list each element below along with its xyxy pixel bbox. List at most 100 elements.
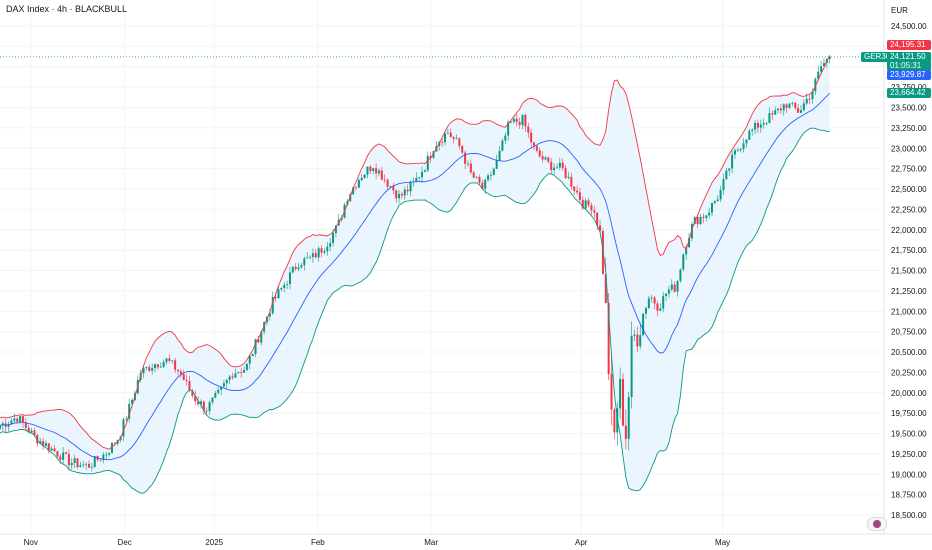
candle-up <box>498 150 501 161</box>
candle-down <box>515 118 518 123</box>
candle-up <box>475 176 478 178</box>
basis-price-badge: 23,929.87 <box>887 70 931 80</box>
price-tick-label: 19,000.00 <box>891 470 927 479</box>
candle-up <box>713 201 716 203</box>
tradingview-logo-icon[interactable] <box>867 517 887 531</box>
candle-down <box>240 372 243 373</box>
candle-down <box>481 182 484 189</box>
candle-down <box>550 161 553 171</box>
candle-down <box>386 179 389 187</box>
candle-down <box>561 162 564 169</box>
candle-up <box>782 104 785 111</box>
candle-up <box>162 362 165 367</box>
candle-up <box>332 233 335 243</box>
price-tick-label: 20,500.00 <box>891 348 927 357</box>
candle-up <box>676 280 679 292</box>
price-tick-label: 21,000.00 <box>891 307 927 316</box>
candle-up <box>774 110 777 115</box>
candle-up <box>455 138 458 140</box>
candle-down <box>696 217 699 225</box>
countdown-badge: 01:05:31 <box>887 61 931 71</box>
candle-up <box>357 180 360 188</box>
candle-up <box>710 202 714 213</box>
candle-down <box>532 142 536 146</box>
candle-up <box>7 424 10 427</box>
candle-down <box>380 170 383 180</box>
candle-up <box>128 403 131 419</box>
candle-up <box>409 182 412 192</box>
candle-up <box>805 98 808 104</box>
candle-down <box>530 132 533 143</box>
candle-up <box>736 150 739 151</box>
candle-up <box>145 367 148 368</box>
candle-down <box>99 459 102 461</box>
candle-up <box>389 186 392 187</box>
candle-up <box>283 284 286 288</box>
candle-up <box>403 189 406 196</box>
candle-down <box>461 145 464 153</box>
last-price-badge: 24,121.50 <box>887 52 931 62</box>
candle-up <box>665 293 668 296</box>
currency-label[interactable]: EUR <box>891 6 908 15</box>
candle-up <box>286 283 289 285</box>
candle-up <box>268 313 271 317</box>
candle-up <box>363 174 366 178</box>
candle-up <box>79 465 82 468</box>
candle-up <box>277 289 280 299</box>
candle-down <box>27 427 30 433</box>
price-tick-label: 22,250.00 <box>891 205 927 214</box>
candle-down <box>36 435 39 444</box>
candle-up <box>108 452 111 455</box>
candle-down <box>400 193 403 196</box>
candle-up <box>372 168 375 171</box>
candle-down <box>613 409 616 433</box>
candle-up <box>377 170 380 174</box>
candle-up <box>421 171 424 178</box>
candle-up <box>688 238 691 248</box>
candle-down <box>607 303 610 375</box>
candle-up <box>10 420 13 425</box>
candle-down <box>593 210 596 213</box>
time-axis[interactable]: Nov Dec 2025 Feb Mar Apr May <box>24 538 731 547</box>
candle-up <box>817 71 820 79</box>
price-tick-label: 19,750.00 <box>891 409 927 418</box>
candle-down <box>320 248 323 253</box>
candle-up <box>630 335 633 398</box>
candle-up <box>423 170 426 172</box>
candle-up <box>777 108 780 111</box>
chart-title[interactable]: DAX Index · 4h · BLACKBULL <box>6 4 128 14</box>
candle-down <box>176 369 180 372</box>
candle-up <box>217 389 220 393</box>
candle-up <box>722 179 725 190</box>
candle-up <box>512 118 515 122</box>
candle-down <box>67 454 70 466</box>
candle-down <box>808 98 811 100</box>
candle-up <box>728 168 731 171</box>
candle-down <box>596 212 599 226</box>
candle-down <box>779 108 782 111</box>
candle-up <box>567 176 570 178</box>
candle-down <box>576 190 579 193</box>
candle-up <box>243 369 246 373</box>
candle-up <box>102 454 105 461</box>
candle-down <box>452 136 455 139</box>
candle-up <box>504 135 507 141</box>
candle-up <box>334 225 337 234</box>
candle-down <box>636 334 639 347</box>
candle-up <box>748 130 751 140</box>
candle-up <box>317 248 320 258</box>
candle-down <box>702 216 705 218</box>
candle-up <box>300 265 303 268</box>
candle-up <box>131 400 134 404</box>
candle-down <box>294 266 297 270</box>
candle-up <box>788 103 791 108</box>
candle-up <box>159 366 162 368</box>
candle-up <box>352 187 355 195</box>
candle-down <box>610 374 613 410</box>
price-tick-label: 21,750.00 <box>891 246 927 255</box>
candle-down <box>541 156 544 160</box>
candle-down <box>148 367 151 371</box>
candle-up <box>510 121 513 123</box>
time-tick-label: Feb <box>311 538 325 547</box>
